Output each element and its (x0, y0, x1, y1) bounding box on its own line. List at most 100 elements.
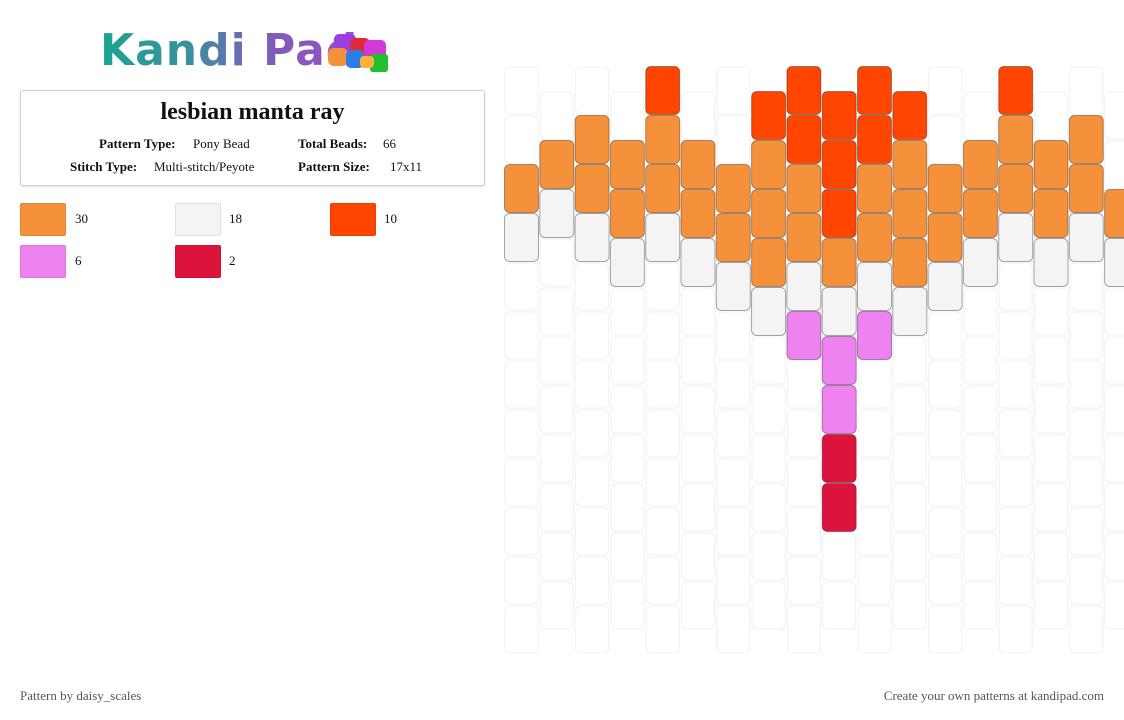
empty-bead-cell (857, 507, 892, 556)
bead-red-orange (998, 66, 1034, 115)
empty-bead-cell (998, 458, 1033, 507)
bead-white (539, 189, 575, 238)
bead-orange (574, 115, 610, 164)
beads-icon (328, 34, 388, 72)
empty-bead-cell (610, 434, 645, 483)
bead-orange (539, 140, 575, 189)
bead-pink (786, 311, 822, 360)
empty-bead-cell (786, 360, 821, 409)
bead-orange (962, 140, 998, 189)
empty-bead-cell (751, 434, 786, 483)
empty-bead-cell (1069, 556, 1104, 605)
empty-bead-cell (645, 311, 680, 360)
kandipad-link[interactable]: Create your own patterns at kandipad.com (883, 688, 1104, 703)
empty-bead-cell (786, 556, 821, 605)
total-beads-value: 66 (383, 136, 396, 151)
bead-white (574, 213, 610, 262)
bead-orange (1068, 164, 1104, 213)
empty-bead-cell (539, 483, 574, 532)
empty-bead-cell (892, 336, 927, 385)
empty-bead-cell (892, 532, 927, 581)
empty-bead-cell (575, 360, 610, 409)
empty-bead-cell (716, 605, 751, 654)
bead-orange (998, 164, 1034, 213)
legend-count-crimson: 2 (229, 253, 236, 268)
empty-bead-cell (681, 532, 715, 581)
bead-pink (821, 385, 857, 434)
bead-orange (892, 189, 928, 238)
empty-bead-cell (963, 91, 998, 140)
legend-swatch-white (175, 203, 221, 236)
empty-bead-cell (1104, 385, 1124, 434)
empty-bead-cell (963, 581, 998, 630)
empty-bead-cell (998, 311, 1033, 360)
empty-bead-cell (892, 483, 927, 532)
legend-swatch-red-orange (330, 203, 376, 236)
bead-orange (609, 140, 645, 189)
bead-orange (1033, 189, 1069, 238)
empty-bead-cell (963, 483, 998, 532)
empty-bead-cell (539, 91, 574, 140)
empty-bead-cell (998, 360, 1033, 409)
empty-bead-cell (1104, 434, 1124, 483)
empty-bead-cell (681, 91, 715, 140)
empty-bead-cell (504, 458, 539, 507)
empty-bead-cell (575, 458, 610, 507)
logo-text: Kandi Pad (100, 25, 359, 76)
bead-orange (786, 164, 822, 213)
legend-swatch-orange (20, 203, 66, 236)
empty-bead-cell (1104, 140, 1124, 189)
bead-red-orange (821, 189, 857, 238)
legend-count-white: 18 (229, 211, 242, 226)
bead-white (821, 287, 857, 336)
empty-bead-cell (751, 483, 786, 532)
empty-bead-cell (963, 336, 998, 385)
empty-bead-cell (681, 581, 715, 630)
bead-white (645, 213, 681, 262)
bead-orange (645, 115, 681, 164)
empty-bead-cell (1069, 507, 1104, 556)
empty-bead-cell (928, 409, 963, 458)
kandipad-logo[interactable]: Kandi Pad (100, 26, 410, 76)
bead-white (786, 262, 822, 311)
bead-red-orange (751, 91, 787, 140)
empty-bead-cell (539, 581, 574, 630)
pattern-credit: Pattern by daisy_scales (20, 688, 142, 703)
empty-bead-cell (822, 532, 857, 581)
empty-bead-cell (751, 385, 786, 434)
empty-bead-cell (504, 409, 539, 458)
empty-bead-cell (716, 311, 751, 360)
empty-bead-cell (1104, 91, 1124, 140)
legend-count-red-orange: 10 (384, 211, 397, 226)
bead-red-orange (786, 115, 822, 164)
empty-bead-cell (786, 409, 821, 458)
empty-bead-cell (504, 262, 539, 311)
pattern-type-label: Pattern Type: (99, 136, 176, 151)
empty-bead-cell (610, 385, 645, 434)
bead-orange (821, 238, 857, 287)
empty-bead-cell (716, 409, 751, 458)
empty-bead-cell (610, 287, 645, 336)
empty-bead-cell (1069, 66, 1104, 115)
bead-orange (857, 164, 892, 213)
bead-orange (998, 115, 1034, 164)
bead-orange (1104, 189, 1124, 238)
bead-white (1104, 238, 1124, 287)
empty-bead-cell (645, 458, 680, 507)
empty-bead-cell (716, 507, 751, 556)
empty-bead-cell (504, 115, 539, 164)
empty-bead-cell (928, 115, 963, 164)
empty-bead-cell (822, 581, 857, 630)
empty-bead-cell (539, 385, 574, 434)
empty-bead-cell (1104, 336, 1124, 385)
bead-orange (857, 213, 892, 262)
pattern-size-label: Pattern Size: (298, 159, 370, 174)
empty-bead-cell (1034, 336, 1068, 385)
empty-bead-cell (681, 287, 715, 336)
empty-bead-cell (786, 507, 821, 556)
bead-white (927, 262, 963, 311)
total-beads-label: Total Beads: (298, 136, 368, 151)
bead-white (962, 238, 998, 287)
bead-red-orange (857, 115, 892, 164)
